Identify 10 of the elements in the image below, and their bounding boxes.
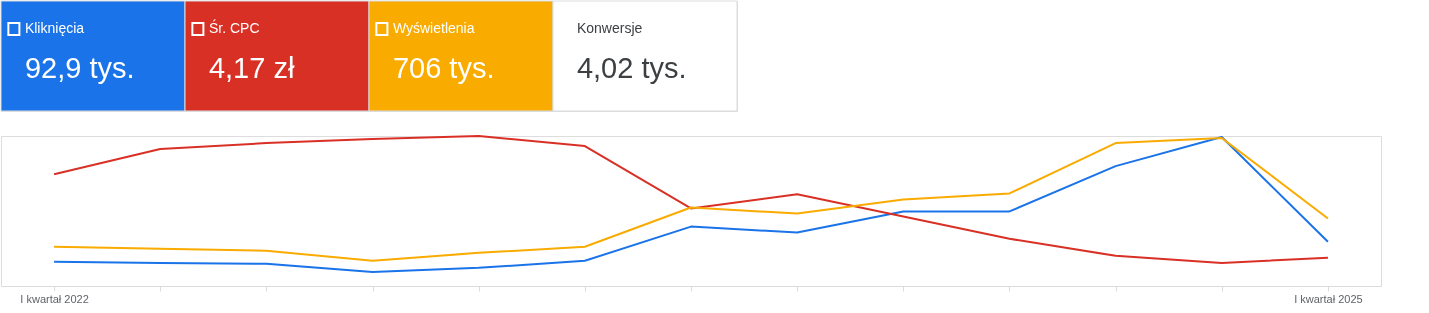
- text: 706 tys.: [392, 52, 495, 84]
- text: 92,9 tys.: [24, 52, 135, 84]
- x-tick-label: I kwartał 2022: [20, 292, 89, 305]
- text: 4,02 tys.: [576, 52, 687, 84]
- legend-label: Śr. CPC: [208, 19, 260, 36]
- text: Konwersje: [576, 20, 643, 36]
- text: 4,17 zł: [208, 52, 295, 84]
- legend-label: Kliknięcia: [24, 20, 85, 36]
- x-tick-label: I kwartał 2025: [1294, 292, 1363, 305]
- legend-label: Wyświetlenia: [392, 20, 475, 36]
